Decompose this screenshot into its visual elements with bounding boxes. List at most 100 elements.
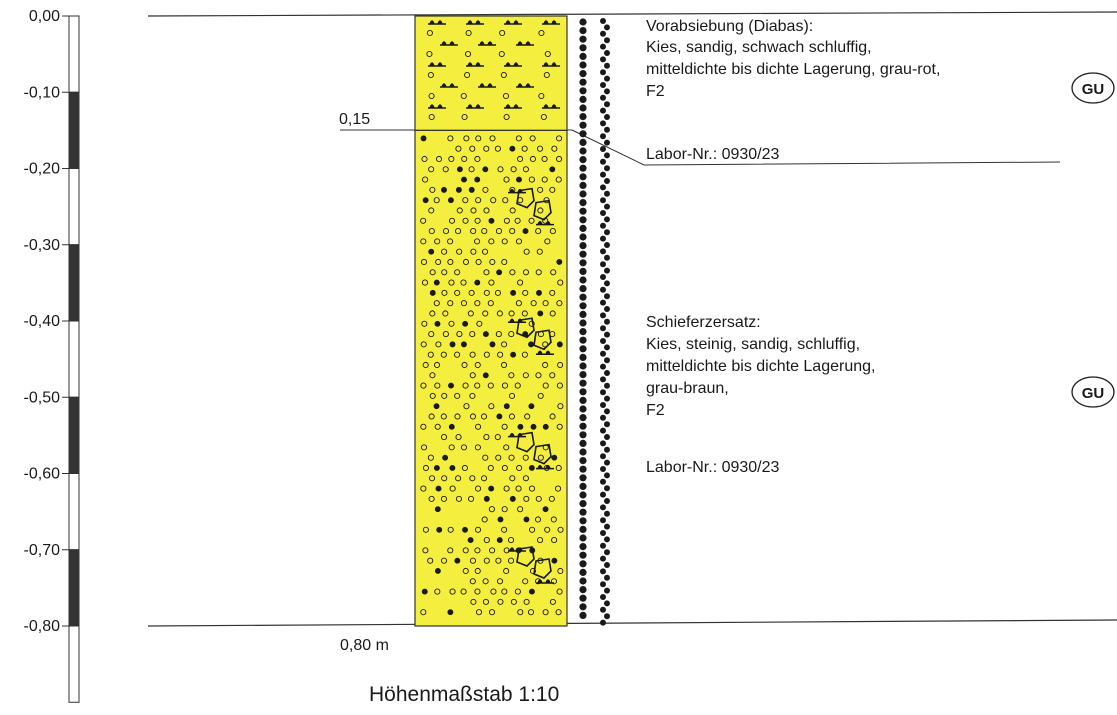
gravel-circle (441, 475, 448, 482)
gravel-circle (555, 464, 562, 472)
solid-dot (579, 233, 587, 241)
gravel-circle (496, 578, 504, 585)
layer-2-lab-number: Labor-Nr.: 0930/23 (646, 459, 780, 476)
gravel-circle (522, 289, 529, 296)
gravel-circle (523, 598, 530, 605)
solid-dot (579, 474, 587, 482)
layer-1-description: Vorabsiebung (Diabas): Kies, sandig, sch… (646, 18, 940, 163)
gravel-circle (420, 382, 427, 389)
gravel-dot (509, 495, 516, 502)
ruler-segment (68, 396, 80, 474)
silt-symbol (536, 350, 554, 355)
gravel-circle (456, 248, 463, 255)
pattern-dot (604, 344, 610, 351)
solid-dot (579, 508, 587, 516)
gravel-dot (428, 248, 435, 255)
pattern-dot (600, 427, 606, 434)
soil-group-label: GU (1082, 81, 1105, 98)
gravel-circle (488, 403, 495, 410)
gravel-dot (509, 145, 516, 152)
pattern-dot (600, 299, 606, 306)
gravel-circle (422, 361, 429, 369)
gravel-circle (426, 50, 433, 58)
gravel-dot (434, 506, 441, 513)
gravel-circle (440, 351, 447, 358)
solid-dot (579, 95, 587, 103)
gravel-circle (427, 351, 434, 358)
gravel-circle (535, 495, 542, 502)
gravel-circle (500, 361, 508, 369)
silt-mark (428, 20, 446, 25)
gravel-circle (474, 526, 482, 533)
label-leader-line (571, 129, 1061, 166)
gravel-circle (496, 310, 503, 317)
pattern-dot (600, 94, 606, 101)
gravel-circle (503, 444, 510, 451)
gravel-circle (428, 228, 435, 235)
pattern-dot (600, 82, 606, 88)
solid-dot (579, 259, 587, 267)
silt-mark (478, 83, 496, 88)
gravel-dot (542, 506, 549, 513)
gravel-circle (456, 207, 463, 214)
gravel-circle (555, 609, 562, 616)
gravel-circle (527, 609, 535, 616)
gravel-circle (501, 423, 508, 430)
gravel-circle (460, 444, 468, 451)
gravel-dot (455, 186, 462, 193)
pattern-dot (600, 325, 606, 332)
gravel-circle (440, 413, 447, 420)
gravel-circle (468, 495, 475, 502)
gravel-circle (483, 207, 490, 214)
gravel-circle (503, 113, 510, 121)
ruler-segment (68, 244, 80, 322)
gravel-circle (530, 300, 537, 307)
pattern-dot (600, 222, 606, 229)
solid-dot (579, 577, 587, 585)
gravel-dot (522, 228, 529, 235)
pattern-dot (604, 574, 610, 581)
pattern-dot (604, 229, 610, 236)
bottom-boundary-line (147, 619, 1117, 627)
silt-symbol (542, 20, 560, 25)
gravel-circle (516, 464, 523, 472)
pattern-dot (600, 402, 606, 408)
gravel-circle (441, 269, 448, 276)
gravel-circle (447, 526, 454, 533)
gravel-circle (480, 413, 488, 420)
gravel-circle (550, 269, 557, 276)
pattern-dot (600, 274, 606, 280)
gravel-circle (475, 423, 482, 430)
solid-dot (579, 603, 587, 611)
pattern-dot (604, 216, 610, 223)
solid-dot (579, 285, 587, 293)
soil-group-badge-1: GU (1071, 72, 1115, 104)
gravel-circle (537, 537, 544, 544)
gravel-circle (461, 155, 468, 163)
gravel-circle (482, 454, 489, 461)
gravel-circle (470, 248, 477, 255)
pattern-dot (600, 235, 606, 242)
soil-column (414, 15, 568, 627)
gravel-circle (487, 300, 494, 307)
gravel-circle (460, 588, 467, 595)
gravel-circle (420, 341, 427, 348)
gravel-circle (421, 279, 429, 286)
gravel-circle (523, 248, 530, 255)
solid-dot (579, 173, 587, 181)
solid-dot (579, 130, 587, 138)
gravel-circle (557, 567, 564, 575)
gravel-circle (549, 186, 556, 193)
gravel-circle (442, 166, 449, 173)
gravel-circle (483, 537, 490, 544)
gravel-circle (456, 331, 463, 338)
pattern-dot (604, 357, 610, 364)
silt-mark (536, 579, 554, 584)
layer-1-desc-line: Kies, sandig, schwach schluffig, (646, 39, 872, 56)
scale-label: Höhenmaßstab 1:10 (369, 683, 559, 706)
gravel-circle (462, 547, 469, 554)
solid-dot (579, 586, 587, 594)
gravel-dot (434, 568, 441, 574)
gravel-circle (529, 526, 536, 533)
silt-mark (508, 547, 526, 552)
